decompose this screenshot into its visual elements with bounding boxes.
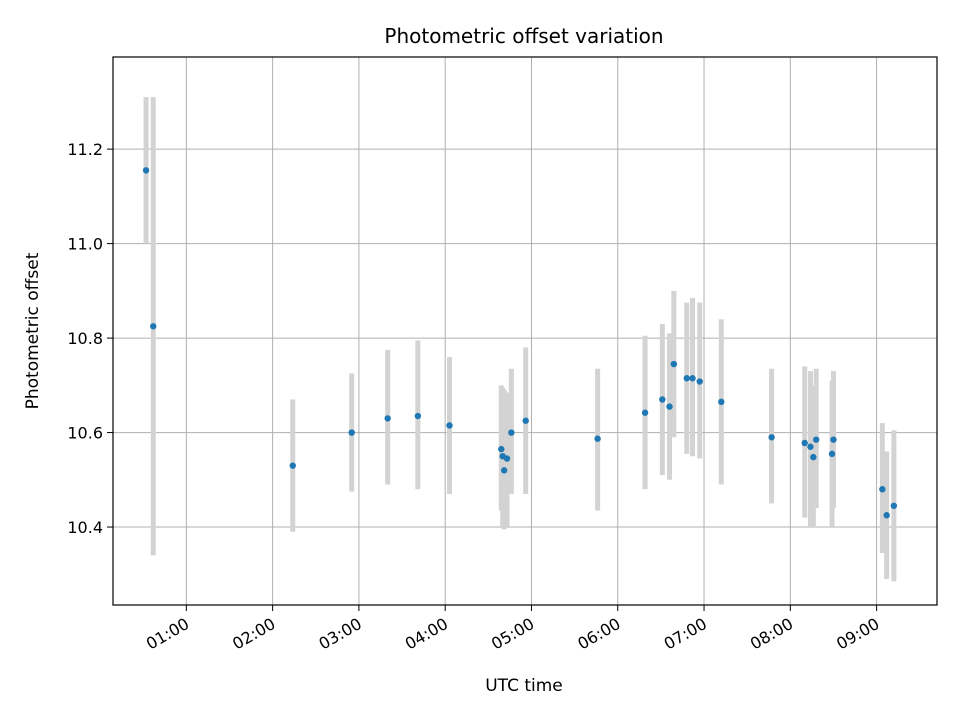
- data-point: [500, 467, 508, 474]
- data-point: [508, 429, 515, 436]
- data-point: [883, 512, 890, 519]
- data-point: [446, 422, 453, 429]
- data-point: [828, 450, 836, 458]
- data-point: [718, 398, 725, 406]
- chart-title: Photometric offset variation: [384, 24, 663, 48]
- data-point: [503, 455, 511, 462]
- data-point: [289, 462, 296, 469]
- data-point: [498, 445, 505, 453]
- data-point: [522, 417, 529, 424]
- y-tick-label: 11.0: [67, 235, 103, 254]
- data-point: [890, 502, 898, 509]
- y-tick-label: 10.6: [67, 424, 103, 443]
- data-point: [348, 429, 355, 436]
- data-point: [659, 396, 666, 403]
- x-tick-label: 06:00: [574, 614, 623, 654]
- data-point: [683, 375, 690, 382]
- y-axis-ticks: 10.4 10.6 10.8 11.0 11.2: [67, 140, 113, 537]
- data-point: [813, 436, 820, 443]
- x-tick-label: 07:00: [661, 614, 710, 654]
- plot-frame: [112, 56, 938, 606]
- data-point: [830, 436, 837, 443]
- y-axis-label: Photometric offset: [23, 252, 43, 409]
- data-point: [689, 375, 696, 382]
- x-tick-label: 08:00: [747, 614, 796, 654]
- y-tick-label: 10.8: [67, 329, 103, 348]
- y-tick-label: 11.2: [67, 140, 103, 159]
- x-tick-label: 03:00: [315, 614, 364, 654]
- data-point: [142, 167, 150, 174]
- x-tick-label: 09:00: [833, 614, 882, 654]
- data-point: [384, 415, 391, 422]
- x-tick-label: 04:00: [402, 614, 451, 654]
- data-point: [670, 360, 678, 368]
- data-point: [594, 435, 601, 442]
- data-point: [696, 378, 703, 385]
- x-tick-label: 02:00: [229, 614, 278, 654]
- data-point: [641, 409, 649, 416]
- x-tick-label: 05:00: [488, 614, 537, 654]
- data-point: [414, 412, 422, 420]
- data-point: [879, 486, 886, 493]
- x-tick-label: 01:00: [143, 614, 192, 654]
- error-bars: [143, 97, 897, 582]
- data-point: [768, 434, 775, 441]
- x-axis-ticks: 01:00 02:00 03:00 04:00 05:00 06:00 07:00 08:00…: [143, 605, 883, 654]
- data-points: [142, 167, 898, 519]
- data-point: [801, 439, 808, 447]
- grid: [113, 57, 937, 605]
- y-tick-label: 10.4: [67, 518, 103, 537]
- x-axis-label: UTC time: [485, 676, 563, 696]
- data-point: [666, 403, 673, 410]
- data-point: [150, 323, 157, 330]
- data-point: [810, 453, 817, 461]
- data-point: [807, 443, 814, 450]
